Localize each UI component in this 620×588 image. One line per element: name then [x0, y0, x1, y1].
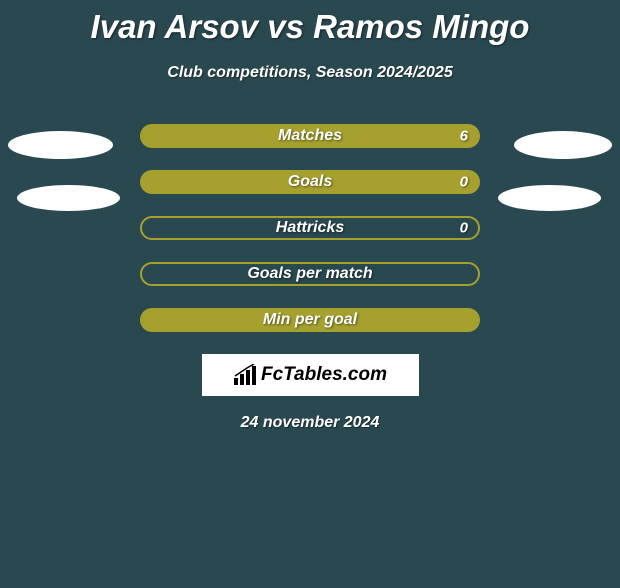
bar-label: Matches: [278, 127, 342, 145]
page-title: Ivan Arsov vs Ramos Mingo: [0, 8, 620, 46]
stat-bar-hattricks: Hattricks 0: [140, 216, 480, 240]
player-right-oval-2: [498, 185, 601, 211]
bar-value-right: 0: [460, 220, 468, 237]
page-subtitle: Club competitions, Season 2024/2025: [0, 64, 620, 82]
stat-bar-goals-per-match: Goals per match: [140, 262, 480, 286]
source-logo: FcTables.com: [202, 354, 419, 396]
chart-icon: [233, 364, 257, 386]
bar-label: Goals per match: [247, 265, 372, 283]
stat-bar-goals: Goals 0: [140, 170, 480, 194]
bar-label: Hattricks: [276, 219, 344, 237]
bar-label: Goals: [288, 173, 332, 191]
player-left-oval-1: [8, 131, 113, 159]
player-left-oval-2: [17, 185, 120, 211]
logo-text: FcTables.com: [261, 364, 387, 386]
stat-bar-min-per-goal: Min per goal: [140, 308, 480, 332]
date-text: 24 november 2024: [0, 414, 620, 432]
bar-value-right: 6: [460, 128, 468, 145]
player-right-oval-1: [514, 131, 612, 159]
stat-bar-matches: Matches 6: [140, 124, 480, 148]
bar-label: Min per goal: [263, 311, 357, 329]
bar-value-right: 0: [460, 174, 468, 191]
